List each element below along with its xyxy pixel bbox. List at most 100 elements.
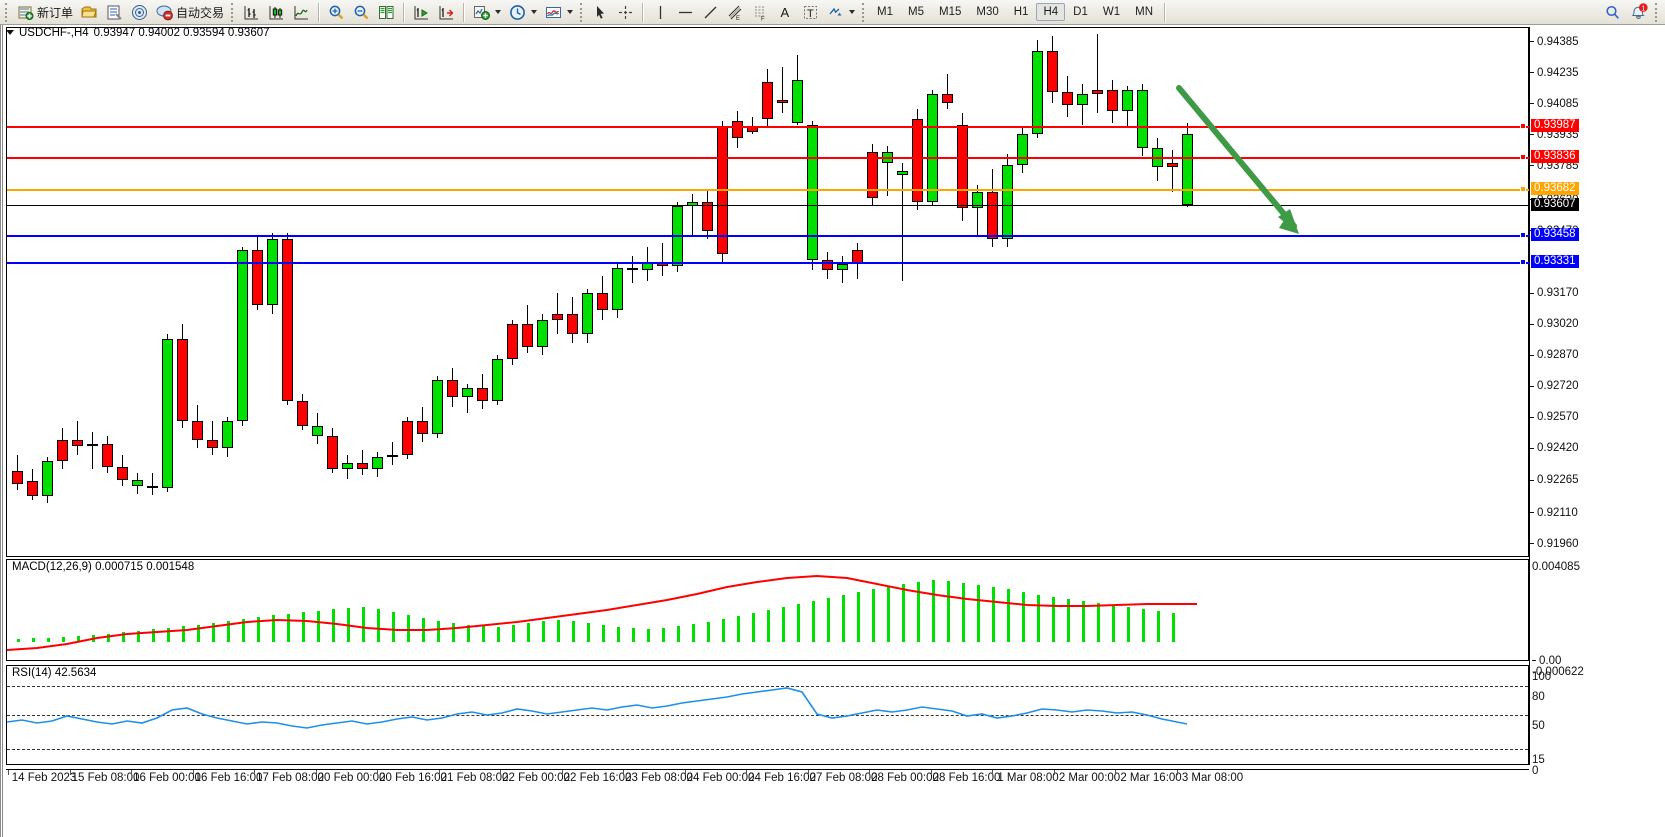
chart-window[interactable]: USDCHF-,H4 0.93947 0.94002 0.93594 0.936… (0, 25, 1665, 837)
text-label-button[interactable]: T (798, 1, 823, 23)
timeframe-m1[interactable]: M1 (877, 6, 894, 18)
price-level-label-0.93682[interactable]: 0.93682 (1531, 182, 1579, 196)
toolbar-separator-1 (318, 2, 321, 22)
macd-histogram-bar (872, 589, 875, 642)
candle-body (161, 338, 173, 488)
price-level-line-0.93987[interactable] (7, 125, 1530, 128)
price-scale[interactable]: 0.943850.942350.940850.939350.937850.936… (1529, 27, 1665, 777)
line-chart-button[interactable] (289, 1, 314, 23)
bar-chart-button[interactable] (239, 1, 264, 23)
toolbar-grip[interactable] (5, 2, 10, 22)
chevron-down-icon[interactable] (495, 10, 502, 14)
timeframe-mn[interactable]: MN (1135, 6, 1153, 18)
candle-body (206, 440, 218, 449)
macd-histogram-bar (497, 627, 500, 642)
arrows-button[interactable] (823, 1, 859, 23)
timeframe-m30[interactable]: M30 (976, 6, 999, 18)
tile-windows-button[interactable] (374, 1, 399, 23)
price-level-line-0.93458[interactable] (7, 235, 1530, 238)
candlestick (971, 28, 983, 556)
time-label-0: 14 Feb 2023 (11, 772, 77, 784)
timeframe-h1[interactable]: H1 (1013, 6, 1029, 18)
time-axis[interactable]: 14 Feb 2023 15 Feb 08:00 16 Feb 00:00 16 Fe… (6, 769, 1529, 837)
price-level-label-0.93607[interactable]: 0.93607 (1531, 197, 1579, 211)
price-level-line-0.93331[interactable] (7, 261, 1530, 264)
folder-button[interactable] (77, 1, 102, 23)
new-order-button[interactable]: 新订单 (13, 1, 77, 23)
macd-histogram-bar (842, 595, 845, 642)
horizontal-line-button[interactable] (673, 1, 698, 23)
macd-histogram-bar (1007, 589, 1010, 642)
level-anchor-0.93458[interactable] (1520, 232, 1526, 239)
timeframe-d1[interactable]: D1 (1073, 6, 1088, 18)
chevron-down-icon-3[interactable] (567, 10, 574, 14)
macd-histogram-bar (572, 621, 575, 642)
price-level-line-0.93682[interactable] (7, 189, 1530, 192)
candle-body (281, 239, 293, 401)
time-label-2: 16 Feb 00:00 (133, 772, 201, 784)
macd-histogram-bar (962, 583, 965, 642)
candlestick (716, 28, 728, 556)
toolbar-grip-2[interactable] (231, 2, 236, 22)
price-chart-panel[interactable] (6, 27, 1530, 557)
level-anchor-0.93331[interactable] (1520, 258, 1526, 265)
price-level-label-0.93987[interactable]: 0.93987 (1531, 118, 1579, 132)
chevron-down-icon-2[interactable] (531, 10, 538, 14)
price-level-label-0.93836[interactable]: 0.93836 (1531, 150, 1579, 164)
macd-histogram-bar (512, 625, 515, 642)
cursor-tool-button[interactable] (588, 1, 613, 23)
candlestick-chart-button[interactable] (264, 1, 289, 23)
equidistant-channel-button[interactable]: E (723, 1, 748, 23)
price-level-line-0.93836[interactable] (7, 157, 1530, 160)
level-anchor-0.93836[interactable] (1520, 154, 1526, 161)
auto-scroll-button[interactable] (434, 1, 459, 23)
toolbar-grip-3[interactable] (580, 2, 585, 22)
notifications-button[interactable]: 1 (1625, 1, 1652, 23)
text-tool-button[interactable]: A (773, 1, 798, 23)
candle-wick (466, 384, 468, 414)
navigator-button[interactable] (127, 1, 152, 23)
toolbar-separator-3 (463, 2, 466, 22)
timeframe-w1[interactable]: W1 (1102, 6, 1121, 18)
timeframe-h4[interactable]: H4 (1036, 3, 1066, 21)
candle-body (86, 444, 98, 447)
auto-trading-button[interactable]: 自动交易 (152, 1, 228, 23)
candlestick (551, 28, 563, 556)
fibonacci-button[interactable]: F (748, 1, 773, 23)
level-anchor-0.93682[interactable] (1520, 186, 1526, 193)
toolbar-grip-4[interactable] (862, 2, 867, 22)
candle-wick (211, 421, 213, 455)
candlestick (11, 28, 23, 556)
macd-panel[interactable]: MACD(12,26,9) 0.000715 0.001548 (6, 559, 1529, 661)
price-level-line-0.93607[interactable] (7, 204, 1530, 206)
candle-body (386, 454, 398, 457)
timeframe-m5[interactable]: M5 (908, 6, 924, 18)
indicators-button[interactable] (469, 1, 505, 23)
rsi-panel[interactable]: RSI(14) 42.5634 (6, 665, 1529, 765)
chevron-down-icon-4[interactable] (849, 10, 856, 14)
zoom-in-button[interactable] (324, 1, 349, 23)
search-button[interactable] (1600, 1, 1625, 23)
trendline-button[interactable] (698, 1, 723, 23)
vertical-line-button[interactable] (648, 1, 673, 23)
level-anchor-0.93987[interactable] (1520, 122, 1526, 129)
data-window-button[interactable] (102, 1, 127, 23)
templates-button[interactable] (541, 1, 577, 23)
candlestick (146, 28, 158, 556)
chart-menu-caret-icon[interactable] (6, 30, 14, 35)
time-label-4: 17 Feb 08:00 (256, 772, 324, 784)
price-level-label-0.93458[interactable]: 0.93458 (1531, 228, 1579, 242)
candle-body (1031, 50, 1043, 134)
toolbar-grip-5[interactable] (1655, 2, 1660, 22)
timeframe-m15[interactable]: M15 (939, 6, 962, 18)
candlestick (866, 28, 878, 556)
macd-histogram-bar (1037, 595, 1040, 642)
macd-histogram-bar (257, 617, 260, 642)
zoom-out-button[interactable] (349, 1, 374, 23)
shift-chart-button[interactable] (409, 1, 434, 23)
periodicity-button[interactable] (505, 1, 541, 23)
macd-histogram-bar (107, 634, 110, 642)
price-level-label-0.93331[interactable]: 0.93331 (1531, 254, 1579, 268)
crosshair-tool-button[interactable] (613, 1, 638, 23)
macd-histogram-bar (182, 626, 185, 642)
